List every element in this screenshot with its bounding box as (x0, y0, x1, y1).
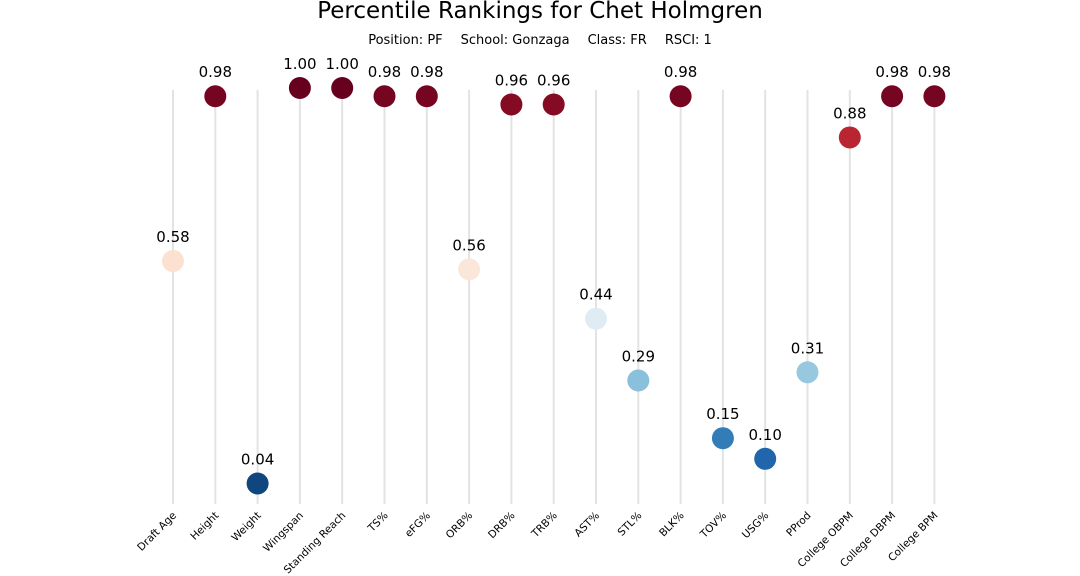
data-point (627, 369, 650, 392)
class-label: Class: FR (587, 33, 647, 48)
school-label: School: Gonzaga (460, 33, 570, 48)
x-tick-label: PProd (784, 510, 813, 539)
data-label: 0.96 (495, 71, 528, 89)
player-info: Position: PF School: Gonzaga Class: FR RSCI… (0, 33, 1080, 48)
data-label: 0.98 (918, 63, 951, 81)
data-label: 0.98 (199, 63, 232, 81)
x-tick-label: STL% (615, 510, 644, 539)
x-tick-label: TRB% (529, 510, 560, 541)
data-label: 0.44 (579, 286, 612, 304)
data-point (288, 77, 311, 99)
data-point (542, 93, 565, 116)
data-label: 0.31 (791, 339, 824, 357)
x-tick-label: BLK% (657, 510, 687, 540)
data-label: 0.58 (156, 228, 189, 246)
data-point (923, 85, 946, 108)
data-label: 0.88 (833, 104, 866, 122)
data-point (881, 85, 904, 108)
x-tick-label: Wingspan (261, 510, 306, 555)
data-label: 1.00 (283, 55, 316, 73)
data-label: 0.56 (452, 236, 485, 254)
x-tick-label: AST% (572, 510, 602, 540)
x-tick-label: TS% (365, 510, 391, 536)
data-point (500, 93, 523, 116)
data-point (669, 85, 692, 108)
x-tick-label: Height (188, 510, 221, 543)
data-point (373, 85, 396, 108)
x-tick-label: Draft Age (135, 510, 179, 554)
data-label: 0.98 (368, 63, 401, 81)
data-point (246, 472, 269, 495)
position-label: Position: PF (368, 33, 443, 48)
x-tick-label: ORB% (444, 510, 476, 542)
data-point (458, 258, 481, 281)
data-label: 0.98 (664, 63, 697, 81)
data-label: 0.98 (875, 63, 908, 81)
data-point (796, 361, 819, 384)
x-tick-label: Weight (229, 510, 263, 544)
data-label: 0.98 (410, 63, 443, 81)
data-label: 0.15 (706, 405, 739, 423)
x-tick-label: DRB% (486, 510, 518, 542)
data-point (204, 85, 227, 108)
data-point (331, 77, 354, 99)
data-point (415, 85, 438, 108)
x-tick-label: TOV% (697, 510, 729, 542)
data-point (585, 307, 607, 330)
data-point (162, 250, 184, 273)
data-point (838, 126, 861, 149)
data-point (754, 447, 777, 470)
data-label: 0.10 (748, 426, 781, 444)
data-label: 0.96 (537, 71, 570, 89)
rsci-label: RSCI: 1 (664, 33, 712, 48)
x-tick-label: USG% (740, 510, 771, 541)
data-label: 0.04 (241, 451, 274, 469)
data-label: 0.29 (622, 348, 655, 366)
chart-title: Percentile Rankings for Chet Holmgren (317, 0, 763, 24)
data-label: 1.00 (325, 55, 358, 73)
x-tick-label: eFG% (403, 510, 433, 540)
data-point (711, 427, 734, 450)
